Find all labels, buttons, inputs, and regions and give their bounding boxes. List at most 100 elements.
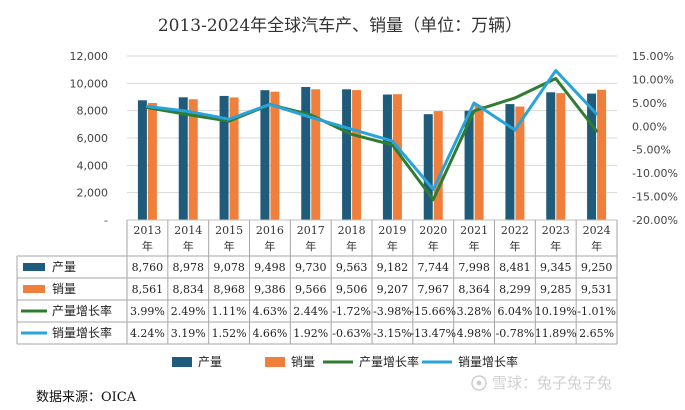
table-row-label: 产量 (52, 260, 76, 274)
category-year-label: 2022 (501, 224, 529, 237)
right-axis-tick-label: 0.00% (632, 120, 667, 133)
category-suffix-label: 年 (428, 239, 439, 253)
table-cell-value: 2.65% (579, 327, 614, 340)
table-cell-value: 4.63% (252, 305, 287, 318)
table-cell-value: 9,531 (581, 283, 613, 296)
left-axis-tick-label: 2,000 (77, 187, 109, 200)
category-year-label: 2018 (338, 224, 366, 237)
category-suffix-label: 年 (469, 239, 480, 253)
bar-production (464, 110, 474, 220)
table-cell-value: 9,285 (540, 283, 572, 296)
table-cell-value: 8,834 (173, 283, 205, 296)
table-cell-value: 3.19% (171, 327, 206, 340)
bar-sales (311, 89, 321, 220)
table-cell-value: 8,968 (213, 283, 245, 296)
legend-label: 销量 (291, 355, 315, 369)
table-cell-value: 4.98% (457, 327, 492, 340)
snowball-logo-icon (471, 374, 487, 391)
bar-sales (392, 94, 402, 220)
table-cell-value: 1.11% (212, 305, 247, 318)
bar-production (137, 100, 147, 220)
watermark-text: 雪球：兔子兔子兔 (492, 374, 613, 392)
category-year-label: 2014 (174, 224, 202, 237)
bar-sales (352, 90, 362, 221)
table-cell-value: 9,506 (336, 283, 368, 296)
bar-sales (474, 105, 484, 220)
bar-sales (188, 99, 198, 220)
table-cell-value: -3.98% (373, 305, 412, 318)
chart-title: 2013-2024年全球汽车产、销量（单位：万辆） (158, 16, 522, 36)
table-cell-value: -0.63% (332, 327, 371, 340)
legend-label: 产量增长率 (359, 354, 419, 369)
table-cell-value: 10.19% (535, 305, 577, 318)
table-cell-value: 2.44% (293, 305, 328, 318)
table-cell-value: 7,744 (418, 261, 450, 274)
left-axis-tick-label: 4,000 (77, 159, 109, 172)
category-year-label: 2021 (460, 224, 488, 237)
bar-sales (147, 102, 157, 220)
category-year-label: 2020 (419, 224, 447, 237)
table-cell-value: 8,760 (132, 261, 164, 274)
bar-production (301, 87, 311, 220)
category-suffix-label: 年 (183, 239, 194, 253)
table-cell-value: 9,078 (213, 261, 245, 274)
data-source-note: 数据来源：OICA (36, 390, 137, 405)
category-year-label: 2017 (297, 224, 325, 237)
left-axis-tick-label: 8,000 (77, 105, 109, 118)
table-row-label: 销量 (52, 282, 76, 296)
category-year-label: 2013 (133, 224, 161, 237)
bar-sales (597, 89, 607, 220)
table-cell-value: 8,481 (499, 261, 531, 274)
bar-production (587, 93, 597, 220)
table-cell-value: 8,299 (499, 283, 531, 296)
table-cell-value: 9,182 (377, 261, 409, 274)
watermark: 雪球：兔子兔子兔 (470, 372, 612, 393)
left-axis-tick-label: 12,000 (70, 50, 109, 63)
table-cell-value: -3.15% (373, 327, 412, 340)
table-cell-value: -15.66% (410, 305, 456, 318)
left-axis-tick-label: 10,000 (70, 77, 109, 90)
table-cell-value: 9,566 (295, 283, 327, 296)
table-cell-value: 6.04% (497, 305, 532, 318)
category-suffix-label: 年 (550, 239, 561, 253)
table-cell-value: 1.52% (212, 327, 247, 340)
right-axis-tick-label: 10.00% (632, 73, 674, 86)
table-cell-value: 9,563 (336, 261, 368, 274)
bar-production (423, 114, 433, 220)
category-suffix-label: 年 (387, 239, 398, 253)
right-axis-tick-label: -20.00% (632, 214, 678, 227)
table-legend-key (23, 285, 45, 293)
bar-production (219, 95, 229, 220)
table-cell-value: -0.78% (496, 327, 535, 340)
line-production-growth (145, 77, 599, 202)
bar-production (260, 90, 270, 220)
bar-sales (270, 91, 280, 220)
category-suffix-label: 年 (224, 239, 235, 253)
legend-key (265, 357, 285, 367)
table-cell-value: 4.66% (252, 327, 287, 340)
table-row-label: 销量增长率 (52, 325, 112, 340)
bar-production (342, 89, 352, 220)
right-axis-tick-label: -5.00% (632, 144, 671, 157)
legend-key (172, 357, 192, 367)
table-cell-value: 9,207 (377, 283, 409, 296)
table-cell-value: 3.99% (130, 305, 165, 318)
bar-sales (229, 97, 239, 220)
table-cell-value: 9,345 (540, 261, 572, 274)
table-cell-value: 3.28% (457, 305, 492, 318)
table-cell-value: 11.89% (535, 327, 577, 340)
table-cell-value: 4.24% (130, 327, 165, 340)
table-cell-value: 9,386 (254, 283, 286, 296)
left-axis-tick-label: - (104, 214, 108, 227)
category-year-label: 2015 (215, 224, 243, 237)
category-year-label: 2024 (583, 224, 611, 237)
table-cell-value: 9,730 (295, 261, 327, 274)
table-cell-value: -1.72% (332, 305, 371, 318)
right-axis-tick-label: 15.00% (632, 50, 674, 63)
legend-label: 销量增长率 (458, 354, 518, 369)
table-cell-value: 7,998 (458, 261, 490, 274)
table-cell-value: 2.49% (171, 305, 206, 318)
table-cell-value: 7,967 (418, 283, 450, 296)
left-axis-tick-label: 6,000 (77, 132, 109, 145)
